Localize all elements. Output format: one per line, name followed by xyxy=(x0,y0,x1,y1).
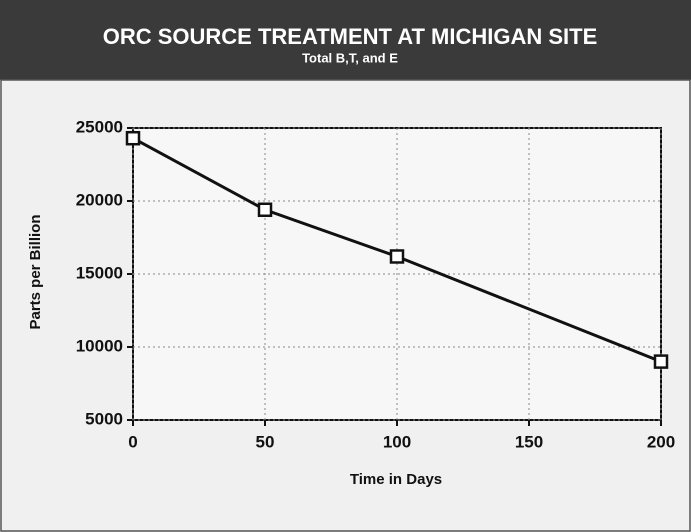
y-tick-label: 10000 xyxy=(76,336,123,355)
x-axis-label: Time in Days xyxy=(350,471,442,488)
chart-subtitle: Total B,T, and E xyxy=(302,50,398,65)
y-tick-label: 5000 xyxy=(85,409,123,428)
frame xyxy=(0,79,691,532)
header-band xyxy=(0,0,691,80)
chart-title: ORC SOURCE TREATMENT AT MICHIGAN SITE xyxy=(103,24,598,49)
data-line xyxy=(132,136,662,363)
y-tick-label: 25000 xyxy=(76,117,123,136)
x-tick-label: 100 xyxy=(383,432,411,451)
x-tick-label: 50 xyxy=(256,432,275,451)
data-point xyxy=(389,249,405,264)
y-tick-label: 20000 xyxy=(76,190,123,209)
x-tick-label: 200 xyxy=(647,432,675,451)
y-tick-label: 15000 xyxy=(76,263,123,282)
x-tick-label: 150 xyxy=(515,432,543,451)
data-point xyxy=(125,130,141,146)
data-point xyxy=(257,202,273,218)
x-tick-label: 0 xyxy=(128,432,137,451)
y-axis-label: Parts per Billion xyxy=(27,214,44,329)
data-point xyxy=(653,354,669,369)
